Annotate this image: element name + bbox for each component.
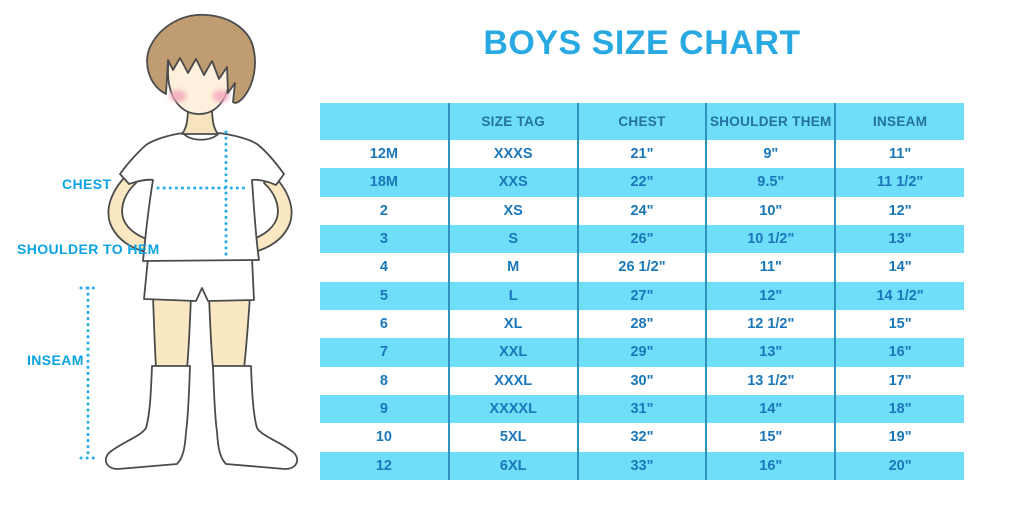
table-cell: S: [447, 224, 578, 254]
table-row: 2 XS 24" 10" 12": [320, 196, 964, 225]
table-cell: 10: [320, 423, 449, 452]
chest-measure-label: CHEST: [62, 176, 112, 192]
table-cell: 16": [834, 338, 964, 367]
table-cell: 11": [834, 140, 964, 169]
sock-right: [212, 365, 299, 470]
table-cell: XL: [447, 309, 578, 339]
size-table-body: 12M XXXS 21" 9" 11" 18M XXS 22" 9.5" 11 …: [320, 140, 964, 480]
table-cell: 6: [320, 309, 449, 339]
table-row: 12M XXXS 21" 9" 11": [320, 140, 964, 169]
header-cell-shoulder: SHOULDER THEM: [705, 103, 836, 140]
sock-left: [104, 365, 191, 470]
table-cell: 21": [576, 140, 707, 169]
header-cell-inseam: INSEAM: [834, 103, 964, 140]
table-cell: XXXS: [447, 140, 578, 169]
table-cell: 15": [834, 309, 964, 339]
hair: [146, 13, 256, 104]
table-cell: 29": [576, 338, 707, 367]
table-cell: 16": [705, 451, 836, 480]
table-cell: 18M: [320, 168, 449, 197]
table-cell: 12": [705, 281, 836, 310]
table-cell: 3: [320, 224, 449, 254]
inseam-measure-label: INSEAM: [27, 352, 84, 368]
table-cell: XS: [447, 196, 578, 225]
table-cell: XXXXL: [447, 394, 578, 424]
table-row: 6 XL 28" 12 1/2" 15": [320, 309, 964, 339]
table-cell: 31": [576, 394, 707, 424]
table-cell: 20": [834, 451, 964, 480]
table-cell: 15": [705, 423, 836, 452]
table-cell: 7: [320, 338, 449, 367]
size-table: SIZE TAG CHEST SHOULDER THEM INSEAM 12M …: [320, 103, 964, 480]
table-row: 7 XXL 29" 13" 16": [320, 338, 964, 367]
table-cell: 13": [705, 338, 836, 367]
table-cell: 11": [705, 253, 836, 282]
table-cell: 14": [705, 394, 836, 424]
table-cell: XXS: [447, 168, 578, 197]
table-cell: 26 1/2": [576, 253, 707, 282]
shorts: [143, 257, 255, 302]
shirt: [119, 132, 285, 262]
header-cell-chest: CHEST: [576, 103, 707, 140]
table-cell: 12: [320, 451, 449, 480]
table-cell: 13": [834, 224, 964, 254]
table-cell: 33": [576, 451, 707, 480]
table-cell: 17": [834, 366, 964, 395]
table-cell: 30": [576, 366, 707, 395]
cheek-left: [169, 90, 187, 102]
header-cell-size: [320, 103, 449, 140]
table-cell: 19": [834, 423, 964, 452]
table-cell: 24": [576, 196, 707, 225]
cheek-right: [212, 90, 230, 102]
table-cell: 12 1/2": [705, 309, 836, 339]
table-row: 3 S 26" 10 1/2" 13": [320, 224, 964, 254]
table-row: 10 5XL 32" 15" 19": [320, 423, 964, 452]
table-cell: 22": [576, 168, 707, 197]
table-row: 5 L 27" 12" 14 1/2": [320, 281, 964, 310]
table-row: 18M XXS 22" 9.5" 11 1/2": [320, 168, 964, 197]
table-cell: 27": [576, 281, 707, 310]
shoulder-to-hem-measure-label: SHOULDER TO HEM: [17, 241, 160, 257]
table-row: 8 XXXL 30" 13 1/2" 17": [320, 366, 964, 395]
table-row: 4 M 26 1/2" 11" 14": [320, 253, 964, 282]
table-cell: 9": [705, 140, 836, 169]
table-cell: 12": [834, 196, 964, 225]
table-cell: 8: [320, 366, 449, 395]
table-cell: 14": [834, 253, 964, 282]
page-title: BOYS SIZE CHART: [483, 24, 801, 62]
header-cell-size-tag: SIZE TAG: [447, 103, 578, 140]
table-cell: 5: [320, 281, 449, 310]
table-cell: 4: [320, 253, 449, 282]
table-cell: M: [447, 253, 578, 282]
table-cell: 18": [834, 394, 964, 424]
table-cell: 9.5": [705, 168, 836, 197]
table-cell: 12M: [320, 140, 449, 169]
table-cell: XXXL: [447, 366, 578, 395]
table-cell: 10 1/2": [705, 224, 836, 254]
table-cell: 28": [576, 309, 707, 339]
table-cell: 32": [576, 423, 707, 452]
table-cell: L: [447, 281, 578, 310]
leg-left: [152, 295, 192, 369]
table-cell: 26": [576, 224, 707, 254]
leg-right: [208, 295, 251, 369]
table-cell: 6XL: [447, 451, 578, 480]
table-cell: 14 1/2": [834, 281, 964, 310]
header-row: SIZE TAG CHEST SHOULDER THEM INSEAM: [320, 103, 964, 140]
size-table-header: SIZE TAG CHEST SHOULDER THEM INSEAM: [320, 103, 964, 140]
table-row: 12 6XL 33" 16" 20": [320, 451, 964, 480]
boy-illustration: [79, 13, 299, 470]
table-cell: 11 1/2": [834, 168, 964, 197]
table-cell: 13 1/2": [705, 366, 836, 395]
table-cell: 9: [320, 394, 449, 424]
table-cell: 10": [705, 196, 836, 225]
table-row: 9 XXXXL 31" 14" 18": [320, 394, 964, 424]
table-cell: 5XL: [447, 423, 578, 452]
table-cell: 2: [320, 196, 449, 225]
table-cell: XXL: [447, 338, 578, 367]
